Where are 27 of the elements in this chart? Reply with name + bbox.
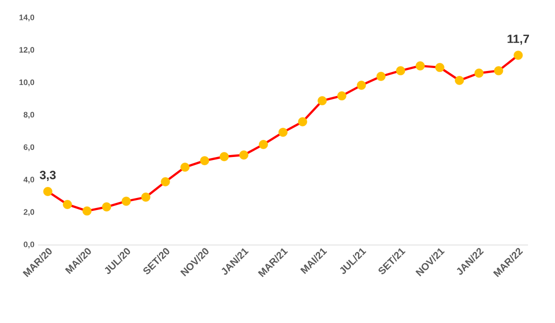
point — [43, 186, 52, 196]
point — [474, 68, 484, 78]
data-label: 3,3 — [40, 170, 56, 181]
point — [258, 140, 268, 150]
point — [356, 80, 366, 90]
point — [396, 66, 406, 76]
point — [514, 50, 523, 60]
point — [102, 202, 112, 212]
point — [435, 62, 444, 72]
point — [278, 128, 288, 137]
point — [318, 96, 327, 106]
point — [200, 156, 210, 166]
point — [494, 66, 504, 76]
point — [62, 200, 72, 210]
point — [337, 91, 346, 100]
point — [416, 61, 425, 70]
point — [122, 196, 131, 206]
point — [180, 162, 190, 172]
point — [82, 206, 92, 216]
point — [220, 152, 229, 162]
point — [160, 177, 170, 186]
point — [298, 117, 308, 126]
point — [376, 72, 386, 81]
point — [239, 150, 248, 160]
data-label: 11,7 — [508, 34, 529, 45]
point — [454, 76, 464, 85]
point — [141, 192, 150, 202]
